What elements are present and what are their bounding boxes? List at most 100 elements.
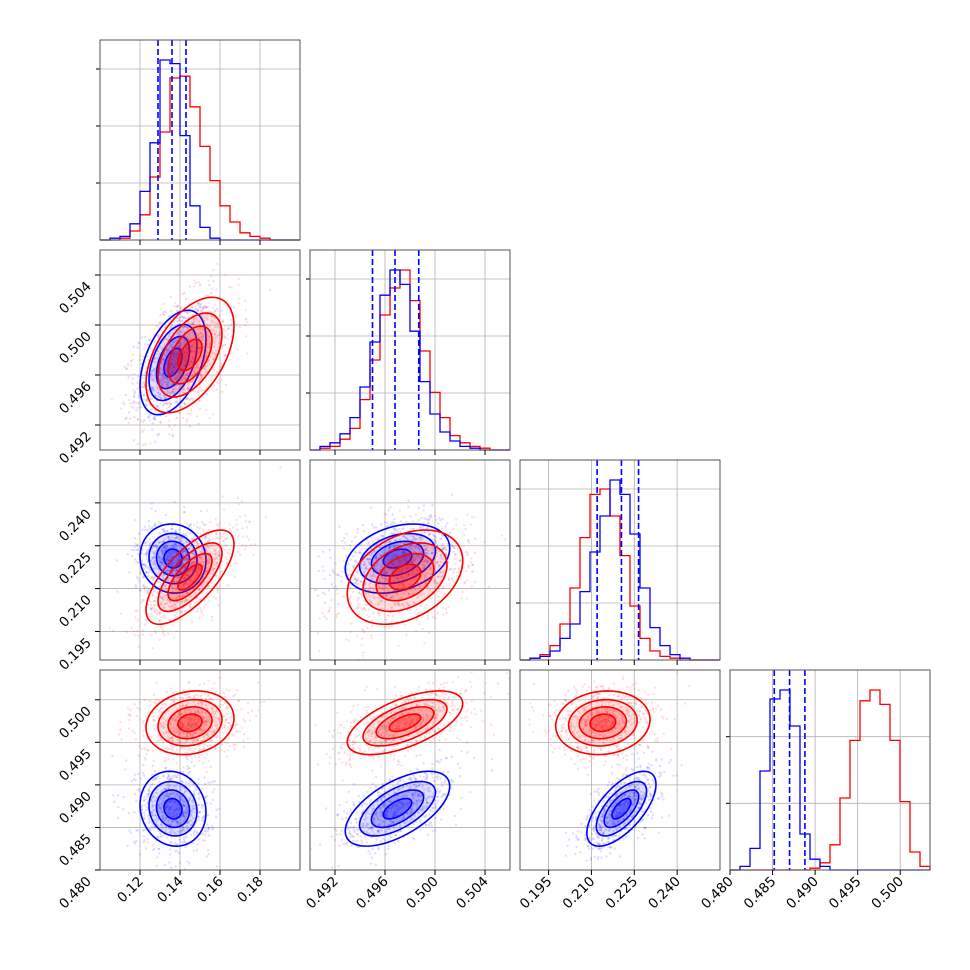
sample-point	[191, 800, 194, 803]
sample-point	[161, 558, 164, 561]
sample-point	[174, 542, 177, 545]
sample-point	[386, 614, 389, 617]
sample-point	[152, 844, 155, 847]
sample-point	[414, 545, 418, 548]
sample-point	[230, 286, 233, 289]
sample-point	[145, 552, 148, 555]
sample-point	[214, 349, 217, 352]
sample-point	[204, 341, 207, 345]
sample-point	[212, 279, 215, 283]
sample-point	[441, 543, 444, 546]
sample-point	[172, 815, 175, 818]
sample-point	[188, 523, 192, 527]
sample-point	[354, 577, 357, 580]
sample-point	[186, 557, 189, 561]
sample-point	[133, 773, 137, 776]
sample-point	[402, 584, 405, 587]
sample-point	[167, 820, 170, 823]
sample-point	[205, 535, 208, 539]
sample-point	[423, 560, 426, 563]
sample-point	[206, 814, 210, 817]
sample-point	[138, 580, 141, 583]
sample-point	[160, 383, 164, 386]
sample-point	[126, 363, 130, 366]
sample-point	[174, 603, 177, 606]
sample-point	[183, 790, 187, 793]
sample-point	[149, 604, 153, 607]
sample-point	[143, 799, 146, 802]
sample-point	[370, 595, 373, 599]
sample-point	[152, 544, 156, 548]
density-contour	[157, 542, 223, 613]
sample-point	[347, 562, 350, 565]
sample-point	[175, 376, 178, 380]
sample-point	[223, 335, 226, 338]
sample-point	[187, 578, 190, 581]
sample-point	[133, 840, 136, 843]
sample-point	[412, 556, 415, 559]
sample-point	[161, 631, 165, 635]
sample-point	[451, 578, 454, 581]
sample-point	[380, 546, 383, 549]
sample-point	[431, 551, 434, 554]
sample-point	[172, 390, 175, 393]
sample-point	[172, 352, 175, 355]
sample-point	[148, 379, 152, 382]
sample-point	[176, 320, 180, 323]
sample-point	[403, 551, 407, 555]
sample-point	[176, 330, 180, 334]
sample-point	[213, 563, 216, 566]
sample-point	[177, 411, 181, 415]
sample-point	[191, 816, 195, 820]
sample-point	[357, 602, 360, 605]
sample-point	[155, 386, 158, 389]
sample-point	[226, 552, 229, 555]
sample-point	[187, 570, 190, 574]
sample-point	[165, 805, 168, 808]
sample-point	[161, 549, 165, 552]
sample-point	[374, 555, 378, 559]
sample-point	[215, 523, 218, 526]
sample-point	[144, 564, 147, 567]
sample-point	[412, 535, 415, 538]
sample-point	[164, 376, 167, 379]
sample-point	[206, 540, 210, 543]
sample-point	[168, 569, 171, 572]
sample-point	[400, 568, 404, 571]
sample-point	[217, 604, 220, 607]
sample-point	[170, 346, 173, 349]
sample-point	[183, 829, 186, 833]
sample-point	[245, 526, 249, 529]
sample-point	[399, 530, 402, 533]
sample-point	[406, 570, 409, 573]
sample-point	[168, 366, 172, 369]
sample-point	[215, 336, 218, 339]
sample-point	[206, 549, 209, 552]
sample-point	[206, 509, 209, 512]
sample-point	[217, 554, 220, 557]
sample-point	[175, 536, 178, 539]
sample-point	[407, 566, 410, 569]
sample-point	[383, 512, 386, 515]
sample-point	[189, 606, 192, 609]
sample-point	[156, 835, 160, 838]
sample-point	[216, 587, 220, 591]
sample-point	[177, 316, 181, 320]
sample-point	[151, 808, 155, 811]
sample-point	[378, 614, 381, 617]
sample-point	[364, 547, 367, 550]
sample-point	[398, 603, 401, 606]
sample-point	[191, 799, 195, 802]
sample-point	[387, 540, 390, 543]
sample-point	[138, 545, 141, 549]
sample-point	[195, 542, 199, 545]
sample-point	[466, 539, 470, 543]
sample-point	[159, 582, 163, 586]
sample-point	[188, 311, 192, 314]
sample-point	[162, 470, 164, 472]
sample-point	[155, 791, 158, 795]
sample-point	[383, 572, 386, 575]
sample-point	[201, 551, 205, 554]
sample-point	[201, 318, 205, 321]
sample-point	[155, 544, 158, 547]
